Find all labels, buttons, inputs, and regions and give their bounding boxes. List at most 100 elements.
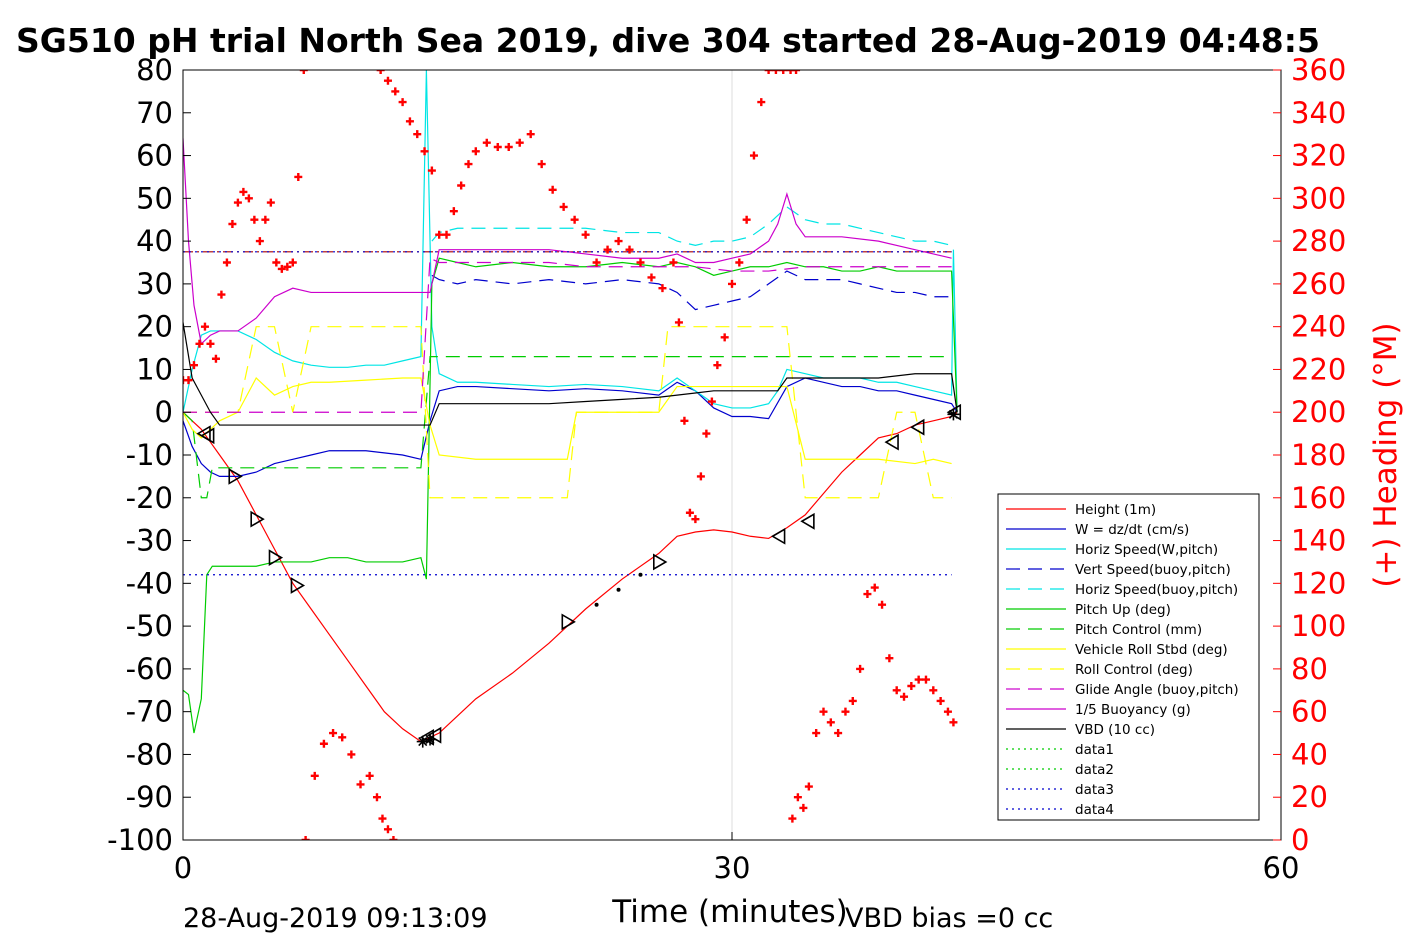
heading-point [239,187,248,196]
right-triangle-marker [250,510,265,528]
heading-point [383,825,392,834]
left-tick-label: -100 [107,823,173,857]
heading-point [504,143,513,151]
series-line-4 [431,206,952,247]
heading-point [272,258,281,267]
x-axis: 0 30 60 [174,832,1300,885]
heading-point [788,814,797,823]
heading-point [713,361,722,370]
heading-point [592,258,601,267]
heading-point [200,322,209,331]
left-tick-label: 0 [155,395,173,429]
heading-point [299,70,308,74]
legend-label: Roll Control (deg) [1075,662,1193,678]
heading-point [222,258,231,267]
heading-point [195,339,204,348]
right-axis-label: (+) Heading (°M) [1368,322,1404,587]
heading-point [559,202,568,211]
x-axis-label: Time (minutes) [611,894,847,930]
right-axis: 3603403203002802602402202001801601401201… [1273,53,1346,857]
heading-point [255,237,264,246]
heading-point [943,707,952,716]
legend-label: Vert Speed(buoy,pitch) [1075,562,1231,578]
heading-point [184,376,193,385]
marker-layer [196,403,962,748]
heading-point [702,429,711,438]
heading-point [799,803,808,812]
heading-point [870,583,879,592]
left-tick-label: -20 [126,481,173,515]
heading-point [907,682,916,690]
legend-label: Vehicle Roll Stbd (deg) [1075,642,1228,658]
series-line-0 [183,411,958,743]
heading-point [696,472,705,481]
legend-label: Horiz Speed(W,pitch) [1075,542,1218,558]
heading-point [658,284,667,293]
legend-label: Pitch Up (deg) [1075,602,1171,618]
legend-label: Pitch Control (mm) [1075,622,1202,638]
heading-point [581,230,590,239]
star-marker [416,735,429,748]
left-tick-label: 40 [136,224,173,258]
heading-point [372,793,381,802]
legend-label: data1 [1075,742,1114,758]
left-tick-label: -80 [126,737,173,771]
heading-point [365,771,374,780]
left-tick-label: 50 [136,181,173,215]
heading-point [674,318,683,327]
left-tick-label: 60 [136,139,173,173]
legend-label: Glide Angle (buoy,pitch) [1075,682,1239,698]
left-tick-label: -40 [126,566,173,600]
heading-point [834,729,843,738]
left-tick-label: -70 [126,695,173,729]
x-tick-label: 60 [1263,851,1300,885]
heading-point [757,98,766,107]
heading-point [389,836,398,840]
right-tick-label: 240 [1291,310,1346,344]
series-line-1 [183,377,958,477]
heading-point [570,215,579,224]
heading-point [319,739,328,748]
heading-point [427,166,436,175]
right-tick-label: 340 [1291,96,1346,130]
heading-point [301,836,310,840]
right-tick-label: 300 [1291,181,1346,215]
heading-point [900,692,909,701]
heading-point [819,707,828,716]
left-tick-label: 80 [136,53,173,87]
heading-point [914,675,923,684]
heading-point [841,707,850,716]
heading-point [228,220,237,228]
heading-point [405,117,414,126]
heading-point [614,237,623,246]
dot-marker [638,572,643,577]
heading-point [885,654,894,663]
heading-point [792,70,801,74]
left-triangle-marker [200,427,215,445]
right-tick-label: 320 [1291,139,1346,173]
heading-point [189,361,198,370]
heading-point [735,258,744,267]
right-tick-label: 120 [1291,566,1346,600]
heading-point [277,264,286,273]
heading-point [515,138,524,147]
heading-point [250,215,259,224]
left-triangle-marker [910,418,925,436]
heading-point [398,98,407,107]
heading-point [680,416,689,425]
left-triangle-marker [770,527,786,545]
heading-point [283,262,292,271]
series-line-9 [183,257,952,413]
footer-timestamp: 28-Aug-2019 09:13:09 [183,903,488,934]
series-line-7 [183,377,952,465]
legend-label: VBD (10 cc) [1075,722,1155,738]
heading-point [742,215,751,224]
series-line-10 [183,138,952,345]
right-tick-label: 100 [1291,609,1346,643]
series-layer [183,70,958,743]
left-tick-label: 30 [136,267,173,301]
heading-point [929,686,938,695]
heading-point [449,207,458,216]
heading-point [329,729,338,738]
